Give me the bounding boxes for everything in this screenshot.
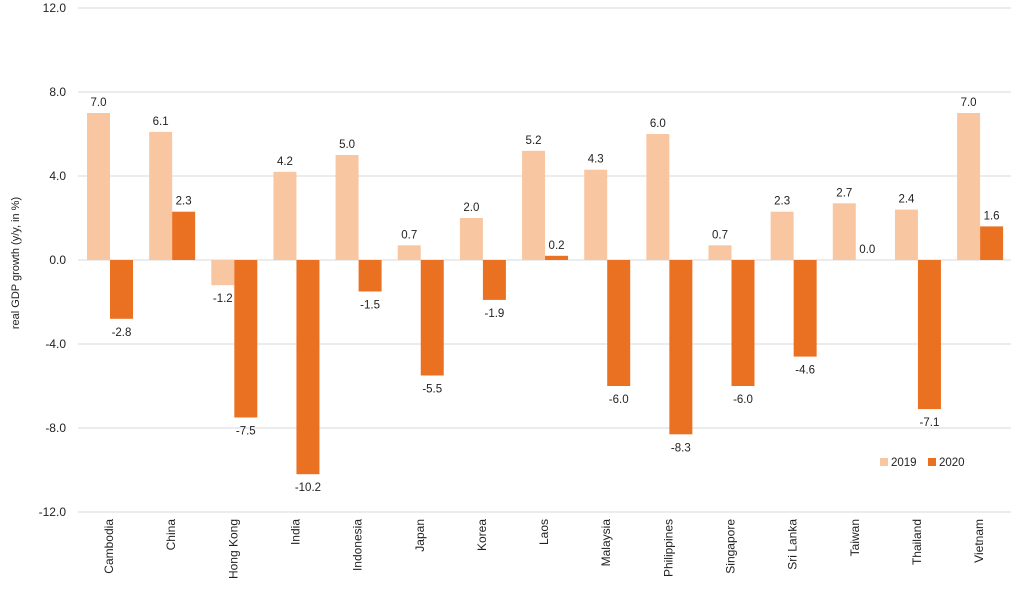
data-label-2019: 6.0	[650, 118, 666, 130]
data-label-2020: -4.6	[795, 365, 815, 377]
category-label: Hong Kong	[226, 519, 240, 579]
category-label: Singapore	[724, 519, 738, 574]
data-label-2019: 6.1	[153, 116, 169, 128]
data-label-2019: 2.7	[836, 187, 852, 199]
bar-2020	[110, 260, 133, 319]
legend-swatch-2019	[880, 458, 888, 466]
data-label-2020: -1.5	[360, 300, 380, 312]
data-label-2020: -7.5	[236, 426, 256, 438]
data-label-2020: -2.8	[112, 327, 132, 339]
bar-2019	[459, 218, 483, 260]
data-label-2020: -10.2	[295, 482, 321, 494]
x-axis-categories: Cambodia China Hong Kong India Indonesia Japa…	[102, 519, 986, 579]
category-label: Taiwan	[848, 519, 862, 556]
data-label-2020: 2.3	[176, 196, 192, 208]
data-label-2020: 0.2	[549, 240, 565, 252]
data-label-2019: 7.0	[91, 97, 107, 109]
bar-2020	[669, 260, 693, 435]
y-tick-label: 4.0	[49, 169, 66, 183]
category-label: Indonesia	[351, 519, 365, 571]
bar-2019	[646, 134, 670, 260]
bar-2019	[957, 113, 981, 260]
bar-2020	[420, 260, 444, 376]
legend: 2019 2020	[880, 457, 965, 469]
data-label-2020: -1.9	[484, 308, 504, 320]
category-label: Thailand	[910, 519, 924, 565]
data-label-2020: -8.3	[671, 442, 691, 454]
bar-2020	[234, 260, 258, 418]
bar-2019	[522, 150, 546, 260]
bar-2019	[211, 260, 235, 286]
data-label-2019: 0.7	[401, 229, 417, 241]
category-label: Korea	[475, 519, 489, 551]
bar-2019	[87, 113, 110, 260]
bar-2020	[607, 260, 631, 386]
y-tick-label: 8.0	[49, 85, 66, 99]
bar-2020	[482, 260, 506, 300]
data-label-2019: 7.0	[961, 97, 977, 109]
bar-2020	[172, 211, 196, 260]
data-label-2019: 4.3	[588, 154, 604, 166]
y-tick-label: 12.0	[43, 1, 67, 15]
data-label-2019: -1.2	[213, 293, 233, 305]
bar-2019	[149, 131, 173, 260]
bar-2019	[273, 171, 297, 260]
category-label: India	[288, 519, 302, 545]
category-label: Laos	[537, 519, 551, 545]
bar-2019	[770, 211, 794, 260]
y-tick-label: 0.0	[49, 253, 66, 267]
data-label-2020: -7.1	[920, 417, 940, 429]
bar-2019	[894, 209, 918, 260]
bar-2020	[917, 260, 941, 410]
bar-2019	[832, 203, 856, 260]
y-tick-label: -4.0	[45, 337, 66, 351]
data-label-2020: -6.0	[733, 394, 753, 406]
data-label-2020: 0.0	[859, 244, 875, 256]
y-axis-label: real GDP growth (y/y, in %)	[10, 197, 22, 329]
bar-2020	[296, 260, 320, 475]
category-label: Vietnam	[972, 519, 986, 563]
data-label-2020: -5.5	[422, 384, 442, 396]
bar-2020	[358, 260, 382, 292]
data-label-2019: 0.7	[712, 229, 728, 241]
bar-2019	[335, 155, 359, 260]
y-axis-ticks: 12.0 8.0 4.0 0.0 -4.0 -8.0 -12.0	[39, 1, 67, 519]
data-label-2019: 5.0	[339, 139, 355, 151]
data-label-2019: 4.2	[277, 156, 293, 168]
bar-2020	[731, 260, 755, 386]
legend-label-2019: 2019	[891, 457, 917, 469]
data-label-2019: 2.0	[463, 202, 479, 214]
bar-2019	[708, 245, 732, 260]
legend-label-2020: 2020	[939, 457, 965, 469]
bar-2020	[793, 260, 817, 357]
data-label-2019: 2.3	[774, 196, 790, 208]
category-label: Philippines	[661, 519, 675, 577]
bar-2019	[397, 245, 421, 260]
data-label-2020: 1.6	[984, 210, 1000, 222]
data-label-2019: 5.2	[526, 135, 542, 147]
bar-2020	[980, 226, 1004, 260]
bars	[87, 113, 1004, 475]
y-tick-label: -12.0	[39, 505, 67, 519]
category-label: Cambodia	[102, 519, 116, 574]
category-label: Malaysia	[599, 519, 613, 567]
data-label-2020: -6.0	[609, 394, 629, 406]
legend-swatch-2020	[928, 458, 936, 466]
category-label: Sri Lanka	[786, 519, 800, 570]
bar-2020	[545, 255, 569, 260]
data-labels: 7.0 6.1 -1.2 4.2 5.0 0.7 2.0 5.2 4.3 6.0 0.7 2.3 2.7…	[91, 97, 1000, 494]
category-label: China	[164, 519, 178, 551]
data-label-2019: 2.4	[898, 194, 915, 206]
category-label: Japan	[413, 519, 427, 552]
bar-2019	[584, 169, 608, 260]
y-tick-label: -8.0	[45, 421, 66, 435]
